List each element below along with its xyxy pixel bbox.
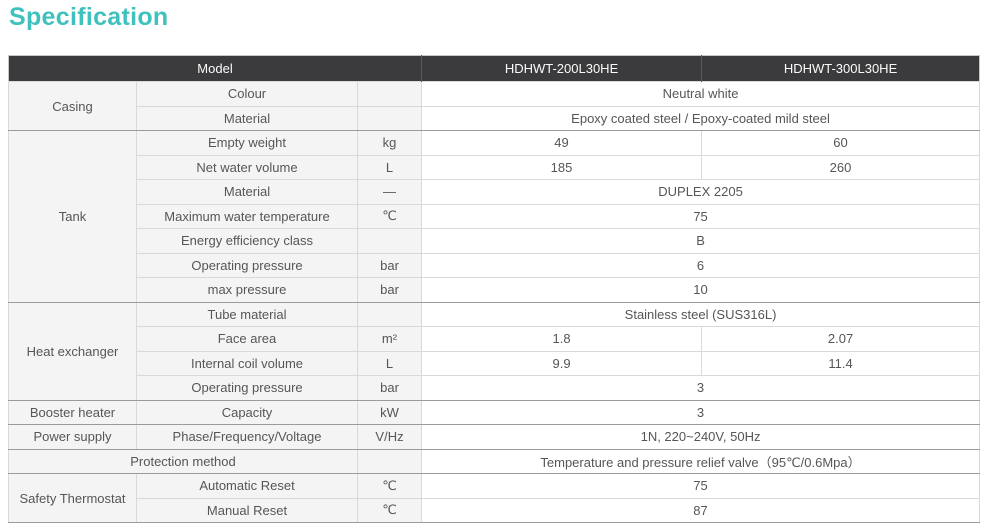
unit-tank-max-pressure-cell: bar [356, 277, 423, 303]
unit-protection-method-cell [356, 448, 423, 474]
header-model-200-cell: HDHWT-200L30HE [421, 55, 702, 82]
table-row-casing-material: Material Epoxy coated steel / Epoxy-coat… [9, 105, 981, 131]
value-casing-material-cell: Epoxy coated steel / Epoxy-coated mild s… [421, 105, 981, 131]
param-colour-cell: Colour [136, 81, 358, 107]
table-row-phase-frequency-voltage: Power supply Phase/Frequency/Voltage V/H… [8, 424, 981, 450]
param-net-water-volume-cell: Net water volume [136, 154, 358, 180]
unit-energy-efficiency-class-cell [356, 228, 423, 254]
value-maximum-water-temperature-cell: 75 [421, 203, 981, 229]
section-casing-cell: Casing [8, 81, 137, 131]
value-net-water-volume-300-cell: 260 [701, 154, 981, 180]
param-he-operating-pressure-cell: Operating pressure [136, 375, 358, 401]
param-automatic-reset-cell: Automatic Reset [136, 473, 358, 499]
param-tube-material-cell: Tube material [136, 301, 358, 327]
value-empty-weight-300-cell: 60 [701, 130, 981, 156]
value-capacity-cell: 3 [421, 399, 981, 425]
value-colour-cell: Neutral white [421, 81, 981, 107]
unit-empty-weight-cell: kg [356, 130, 423, 156]
unit-casing-material-cell [356, 105, 423, 131]
section-protection-method-cell: Protection method [8, 448, 358, 474]
table-row-automatic-reset: Safety Thermostat Automatic Reset ℃ 75 [8, 473, 981, 523]
table-row-tank-material: Material — DUPLEX 2205 [9, 179, 981, 205]
value-protection-method-cell: Temperature and pressure relief valve（95… [421, 448, 981, 474]
param-tank-material-cell: Material [136, 179, 358, 205]
table-row-internal-coil-volume: Internal coil volume L 9.9 11.4 [9, 350, 981, 376]
param-energy-efficiency-class-cell: Energy efficiency class [136, 228, 358, 254]
table-row-he-operating-pressure: Operating pressure bar 3 [9, 375, 981, 401]
unit-automatic-reset-cell: ℃ [356, 473, 423, 499]
table-row-tank-max-pressure: max pressure bar 10 [9, 277, 981, 303]
value-tube-material-cell: Stainless steel (SUS316L) [421, 301, 981, 327]
table-row-manual-reset: Manual Reset ℃ 87 [9, 497, 981, 523]
unit-internal-coil-volume-cell: L [356, 350, 423, 376]
value-manual-reset-cell: 87 [421, 497, 981, 523]
param-capacity-cell: Capacity [136, 399, 358, 425]
value-energy-efficiency-class-cell: B [421, 228, 981, 254]
value-automatic-reset-cell: 75 [421, 473, 981, 499]
param-internal-coil-volume-cell: Internal coil volume [136, 350, 358, 376]
param-maximum-water-temperature-cell: Maximum water temperature [136, 203, 358, 229]
page-title: Specification [9, 3, 169, 31]
unit-manual-reset-cell: ℃ [356, 497, 423, 523]
table-row-net-water-volume: Net water volume L 185 260 [9, 154, 981, 180]
value-net-water-volume-200-cell: 185 [421, 154, 703, 180]
table-row-maximum-water-temperature: Maximum water temperature ℃ 75 [9, 203, 981, 229]
value-he-operating-pressure-cell: 3 [421, 375, 981, 401]
unit-face-area-cell: m² [356, 326, 423, 352]
section-safety-thermostat-cell: Safety Thermostat [8, 473, 137, 523]
value-internal-coil-volume-300-cell: 11.4 [701, 350, 981, 376]
unit-tank-material-cell: — [356, 179, 423, 205]
param-tank-max-pressure-cell: max pressure [136, 277, 358, 303]
section-power-supply-cell: Power supply [8, 424, 137, 450]
unit-tank-operating-pressure-cell: bar [356, 252, 423, 278]
param-empty-weight-cell: Empty weight [136, 130, 358, 156]
unit-net-water-volume-cell: L [356, 154, 423, 180]
param-casing-material-cell: Material [136, 105, 358, 131]
header-model-300-cell: HDHWT-300L30HE [701, 55, 980, 82]
value-phase-frequency-voltage-cell: 1N, 220~240V, 50Hz [421, 424, 981, 450]
unit-capacity-cell: kW [356, 399, 423, 425]
table-row-colour: Casing Colour Neutral white [8, 81, 981, 131]
unit-tube-material-cell [356, 301, 423, 327]
section-booster-heater-cell: Booster heater [8, 399, 137, 425]
table-row-empty-weight: Tank Empty weight kg 49 60 [8, 130, 981, 303]
unit-he-operating-pressure-cell: bar [356, 375, 423, 401]
unit-maximum-water-temperature-cell: ℃ [356, 203, 423, 229]
specification-table: Model HDHWT-200L30HE HDHWT-300L30HE Casi… [8, 55, 981, 523]
section-heat-exchanger-cell: Heat exchanger [8, 301, 137, 401]
table-row-face-area: Face area m² 1.8 2.07 [9, 326, 981, 352]
param-face-area-cell: Face area [136, 326, 358, 352]
table-row-energy-efficiency-class: Energy efficiency class B [9, 228, 981, 254]
value-tank-max-pressure-cell: 10 [421, 277, 981, 303]
table-row-capacity: Booster heater Capacity kW 3 [8, 399, 981, 425]
unit-phase-frequency-voltage-cell: V/Hz [356, 424, 423, 450]
param-tank-operating-pressure-cell: Operating pressure [136, 252, 358, 278]
value-face-area-300-cell: 2.07 [701, 326, 981, 352]
section-tank-cell: Tank [8, 130, 137, 303]
value-face-area-200-cell: 1.8 [421, 326, 703, 352]
value-internal-coil-volume-200-cell: 9.9 [421, 350, 703, 376]
value-tank-operating-pressure-cell: 6 [421, 252, 981, 278]
table-row-tank-operating-pressure: Operating pressure bar 6 [9, 252, 981, 278]
unit-colour-cell [356, 81, 423, 107]
param-phase-frequency-voltage-cell: Phase/Frequency/Voltage [136, 424, 358, 450]
table-row-protection-method: Protection method Temperature and pressu… [8, 448, 981, 474]
value-empty-weight-200-cell: 49 [421, 130, 703, 156]
value-tank-material-cell: DUPLEX 2205 [421, 179, 981, 205]
header-model-cell: Model [8, 55, 422, 82]
header-row: Model HDHWT-200L30HE HDHWT-300L30HE [8, 55, 980, 82]
param-manual-reset-cell: Manual Reset [136, 497, 358, 523]
table-row-tube-material: Heat exchanger Tube material Stainless s… [8, 301, 981, 401]
table-header: Model HDHWT-200L30HE HDHWT-300L30HE [8, 55, 980, 82]
